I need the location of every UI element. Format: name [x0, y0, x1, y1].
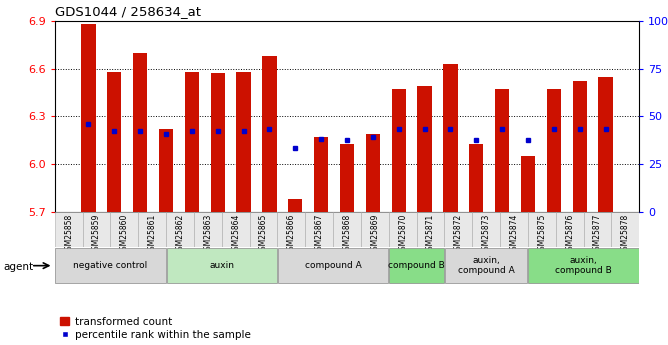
Text: GSM25877: GSM25877 — [593, 214, 602, 255]
Bar — [495, 89, 509, 212]
Text: GSM25868: GSM25868 — [343, 214, 351, 255]
Text: GSM25867: GSM25867 — [315, 214, 324, 255]
Bar — [444, 64, 458, 212]
Text: compound A: compound A — [305, 261, 361, 270]
Bar — [250, 212, 277, 247]
Text: GSM25865: GSM25865 — [259, 214, 268, 255]
Text: auxin: auxin — [209, 261, 234, 270]
Text: GSM25873: GSM25873 — [482, 214, 491, 255]
Bar — [418, 86, 432, 212]
Text: negative control: negative control — [73, 261, 148, 270]
Bar — [185, 72, 199, 212]
Bar — [521, 156, 535, 212]
Text: compound B: compound B — [388, 261, 445, 270]
Bar — [500, 212, 528, 247]
Bar — [547, 89, 561, 212]
Bar — [611, 212, 639, 247]
Bar — [288, 199, 303, 212]
Bar — [167, 248, 277, 283]
Text: GSM25864: GSM25864 — [231, 214, 240, 255]
Bar — [444, 212, 472, 247]
Bar — [469, 144, 484, 212]
Bar — [305, 212, 333, 247]
Bar — [572, 81, 587, 212]
Text: GSM25858: GSM25858 — [64, 214, 73, 255]
Bar — [81, 24, 96, 212]
Bar — [278, 248, 388, 283]
Bar — [277, 212, 305, 247]
Bar — [333, 212, 361, 247]
Bar — [166, 212, 194, 247]
Bar — [55, 212, 83, 247]
Text: GSM25869: GSM25869 — [370, 214, 379, 255]
Bar — [138, 212, 166, 247]
Bar — [361, 212, 389, 247]
Bar — [159, 129, 173, 212]
Bar — [391, 89, 406, 212]
Text: GSM25876: GSM25876 — [565, 214, 574, 255]
Bar — [222, 212, 250, 247]
Text: auxin,
compound B: auxin, compound B — [555, 256, 612, 275]
Bar — [210, 73, 225, 212]
Bar — [389, 248, 444, 283]
Text: GSM25863: GSM25863 — [203, 214, 212, 255]
Text: GSM25874: GSM25874 — [510, 214, 518, 255]
Text: GSM25866: GSM25866 — [287, 214, 296, 255]
Bar — [314, 137, 328, 212]
Text: GSM25870: GSM25870 — [398, 214, 407, 255]
Text: GSM25872: GSM25872 — [454, 214, 463, 255]
Text: GSM25861: GSM25861 — [148, 214, 157, 255]
Text: GSM25860: GSM25860 — [120, 214, 129, 255]
Text: GSM25875: GSM25875 — [537, 214, 546, 255]
Bar — [133, 52, 147, 212]
Bar — [83, 212, 110, 247]
Bar — [417, 212, 444, 247]
Bar — [599, 77, 613, 212]
Bar — [55, 248, 166, 283]
Bar — [194, 212, 222, 247]
Bar — [389, 212, 417, 247]
Text: agent: agent — [3, 263, 33, 272]
Bar — [445, 248, 528, 283]
Bar — [528, 248, 639, 283]
Bar — [556, 212, 584, 247]
Bar — [107, 72, 122, 212]
Text: GSM25878: GSM25878 — [621, 214, 630, 255]
Text: GSM25862: GSM25862 — [176, 214, 184, 255]
Bar — [236, 72, 250, 212]
Text: GDS1044 / 258634_at: GDS1044 / 258634_at — [55, 5, 201, 18]
Bar — [584, 212, 611, 247]
Text: GSM25859: GSM25859 — [92, 214, 101, 255]
Text: auxin,
compound A: auxin, compound A — [458, 256, 514, 275]
Legend: transformed count, percentile rank within the sample: transformed count, percentile rank withi… — [60, 317, 251, 340]
Bar — [366, 134, 380, 212]
Bar — [263, 56, 277, 212]
Bar — [472, 212, 500, 247]
Bar — [110, 212, 138, 247]
Text: GSM25871: GSM25871 — [426, 214, 435, 255]
Bar — [528, 212, 556, 247]
Bar — [340, 144, 354, 212]
